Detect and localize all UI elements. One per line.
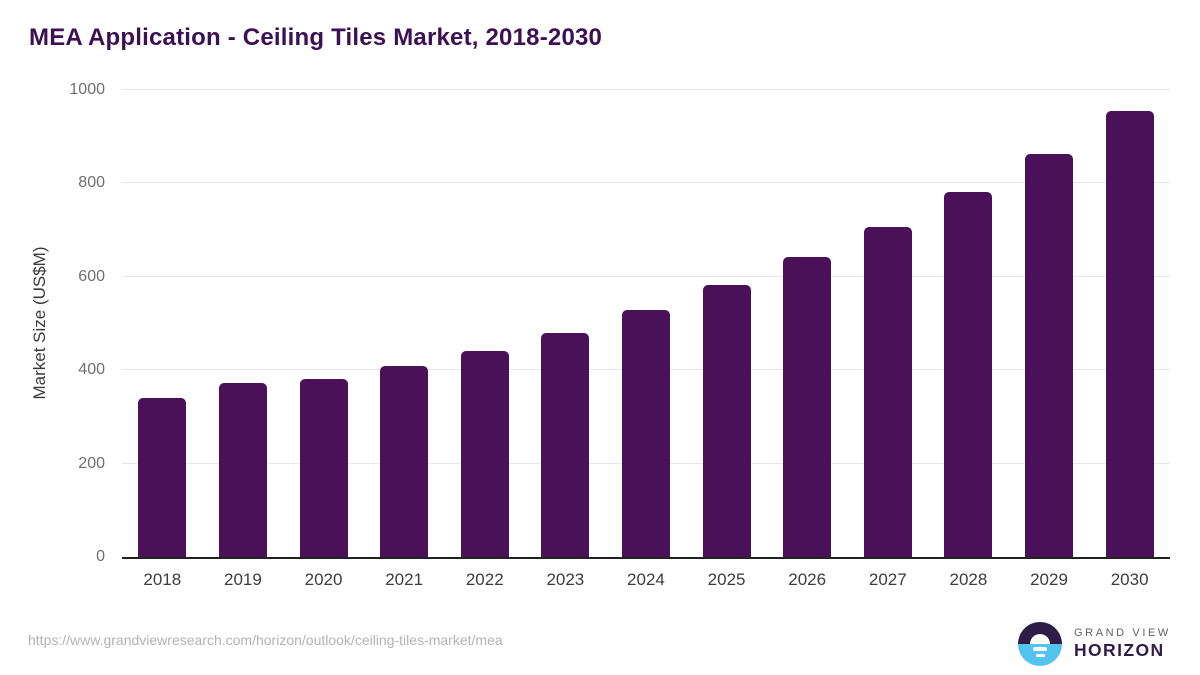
bar-2025 <box>702 285 751 557</box>
sun-dome-shape <box>1030 634 1050 644</box>
bar-2021 <box>380 366 429 557</box>
y-tick-label-800: 800 <box>78 174 105 192</box>
brand-text: GRAND VIEW HORIZON <box>1074 627 1171 661</box>
bar-slot-2025 <box>686 90 767 557</box>
x-axis-label-2019: 2019 <box>224 570 262 589</box>
bar-slot-2024 <box>606 90 687 557</box>
x-axis-label-2018: 2018 <box>143 570 182 589</box>
gridline-1000 <box>122 89 1170 90</box>
bar-2029 <box>1025 154 1073 557</box>
gridline-800 <box>122 182 1170 184</box>
brand-name-top: GRAND VIEW <box>1074 627 1171 639</box>
plot-area <box>122 89 1170 559</box>
bar-2023 <box>541 332 590 557</box>
source-url: https://www.grandviewresearch.com/horizo… <box>28 632 503 648</box>
horizon-sun-icon <box>1018 622 1062 666</box>
bar-slot-2030 <box>1089 90 1170 557</box>
sun-reflection-line <box>1035 653 1045 657</box>
bar-slot-2021 <box>364 90 445 557</box>
y-tick-label-400: 400 <box>78 361 105 379</box>
chart-title: MEA Application - Ceiling Tiles Market, … <box>29 24 603 51</box>
y-tick-label-200: 200 <box>78 454 105 472</box>
bar-slot-2029 <box>1009 90 1090 557</box>
bar-2020 <box>299 378 348 557</box>
horizon-logo: GRAND VIEW HORIZON <box>1018 622 1171 666</box>
x-axis-label-2025: 2025 <box>707 570 746 589</box>
bar-2022 <box>460 351 509 557</box>
x-axis-label-2022: 2022 <box>465 570 504 589</box>
bar-2027 <box>863 227 912 557</box>
bar-slot-2023 <box>525 90 606 557</box>
y-axis-tick-labels: 0 200 400 600 800 1000 <box>0 0 105 675</box>
x-axis-label-2028: 2028 <box>949 570 988 589</box>
sun-reflection-line <box>1033 647 1047 651</box>
bar-2030 <box>1105 111 1154 557</box>
bar-slot-2019 <box>203 90 284 557</box>
bar-slot-2018 <box>122 90 203 557</box>
x-axis-label-2021: 2021 <box>385 570 424 589</box>
y-tick-label-1000: 1000 <box>69 81 105 98</box>
brand-name-bottom: HORIZON <box>1074 640 1165 660</box>
bar-slot-2028 <box>928 90 1009 557</box>
bar-slot-2027 <box>847 90 928 557</box>
x-axis-label-2023: 2023 <box>546 570 585 589</box>
bar-slot-2020 <box>283 90 364 557</box>
y-tick-label-600: 600 <box>78 267 105 285</box>
x-axis-labels: 2018 2019 2020 2021 2022 2023 2024 2025 2026 2027… <box>122 570 1170 590</box>
x-axis-label-2030: 2030 <box>1110 570 1149 589</box>
bar-slot-2026 <box>767 90 848 557</box>
bar-2018 <box>138 398 187 557</box>
bars-row <box>122 90 1170 557</box>
gridline-600 <box>122 275 1170 277</box>
x-axis-label-2029: 2029 <box>1030 570 1068 589</box>
x-axis-label-2024: 2024 <box>627 570 665 589</box>
x-axis-label-2026: 2026 <box>788 570 827 589</box>
bar-2026 <box>783 257 832 557</box>
bar-2024 <box>621 309 670 557</box>
x-axis-label-2027: 2027 <box>868 570 907 589</box>
bar-slot-2022 <box>444 90 525 557</box>
bar-2019 <box>218 382 267 557</box>
bar-2028 <box>944 192 993 557</box>
y-tick-label-0: 0 <box>96 548 105 565</box>
x-axis-label-2020: 2020 <box>304 570 343 589</box>
